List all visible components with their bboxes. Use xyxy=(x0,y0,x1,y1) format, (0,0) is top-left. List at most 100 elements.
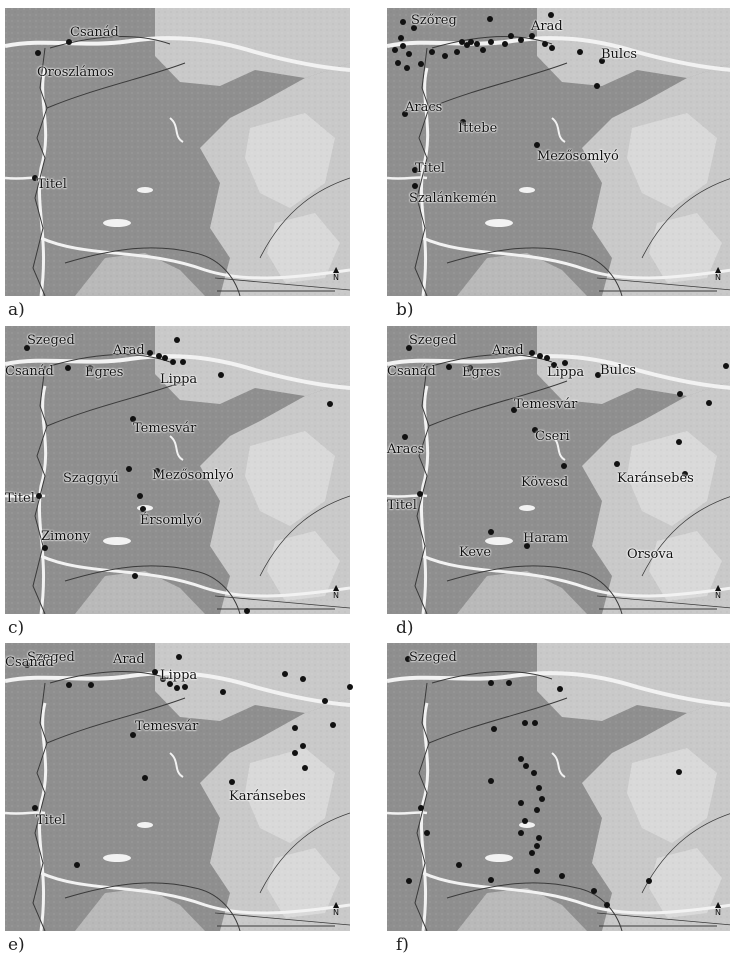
settlement-dot xyxy=(147,350,153,356)
settlement-dot xyxy=(677,391,683,397)
settlement-dot xyxy=(577,49,583,55)
settlement-dot xyxy=(404,65,410,71)
place-label: Arad xyxy=(113,652,145,667)
settlement-dot xyxy=(488,778,494,784)
settlement-dot xyxy=(137,493,143,499)
place-label: Titel xyxy=(5,491,35,506)
settlement-dot xyxy=(502,41,508,47)
place-label: Mezősomlyó xyxy=(152,468,234,483)
settlement-dot xyxy=(614,461,620,467)
settlement-dot xyxy=(534,868,540,874)
settlement-dot xyxy=(480,47,486,53)
settlement-dot xyxy=(162,355,168,361)
settlement-dot xyxy=(160,676,166,682)
map-panel-d: Szeged Arad Csanád Egres Lippa Bulcs Temesvár C… xyxy=(387,326,730,614)
map-panel-b: Szőreg Arad Bulcs Aracs Ittebe Mezősomlyó Tite… xyxy=(387,8,730,296)
settlement-dot xyxy=(594,83,600,89)
settlement-dot xyxy=(488,877,494,883)
settlement-dot xyxy=(531,770,537,776)
settlement-dot xyxy=(406,878,412,884)
settlement-dot xyxy=(167,681,173,687)
place-label: Zimony xyxy=(41,529,91,544)
settlement-dot xyxy=(400,19,406,25)
place-label: Szeged xyxy=(409,650,457,665)
north-arrow-icon: ▲ N xyxy=(715,265,722,282)
place-label: Szeged xyxy=(27,333,75,348)
settlement-dot xyxy=(559,873,565,879)
settlement-dot xyxy=(35,50,41,56)
place-label: Egres xyxy=(85,365,124,380)
settlement-dot xyxy=(491,726,497,732)
base-map xyxy=(5,8,350,296)
settlement-dot xyxy=(398,35,404,41)
panel-caption-a: a) xyxy=(8,300,25,320)
settlement-dot xyxy=(32,175,38,181)
settlement-dot xyxy=(518,830,524,836)
settlement-dot xyxy=(126,466,132,472)
settlement-dot xyxy=(591,888,597,894)
place-label: Karánsebes xyxy=(229,789,306,804)
settlement-dot xyxy=(676,439,682,445)
settlement-dot xyxy=(542,41,548,47)
place-label: Karánsebes xyxy=(617,471,694,486)
settlement-dot xyxy=(330,722,336,728)
panel-caption-f: f) xyxy=(396,935,409,955)
settlement-dot xyxy=(518,756,524,762)
settlement-dot xyxy=(464,42,470,48)
settlement-dot xyxy=(522,720,528,726)
place-label: Kövesd xyxy=(521,475,569,490)
place-label: Titel xyxy=(387,498,417,513)
place-label: Szőreg xyxy=(411,13,457,28)
panel-caption-c: c) xyxy=(8,618,25,638)
settlement-dot xyxy=(418,805,424,811)
settlement-dot xyxy=(411,25,417,31)
place-label: Oroszlámos xyxy=(37,65,114,80)
settlement-dot xyxy=(488,529,494,535)
settlement-dot xyxy=(87,365,93,371)
settlement-dot xyxy=(467,365,473,371)
settlement-dot xyxy=(142,775,148,781)
settlement-dot xyxy=(682,471,688,477)
settlement-dot xyxy=(180,359,186,365)
settlement-dot xyxy=(561,463,567,469)
settlement-dot xyxy=(88,682,94,688)
place-label: Titel xyxy=(36,813,66,828)
place-label: Temesvár xyxy=(135,719,199,734)
settlement-dot xyxy=(459,39,465,45)
settlement-dot xyxy=(534,843,540,849)
north-label: N xyxy=(715,273,721,282)
settlement-dot xyxy=(327,401,333,407)
settlement-dot xyxy=(442,53,448,59)
settlement-dot xyxy=(456,862,462,868)
map-panel-a: Csanád Oroszlámos Titel ▲ N xyxy=(5,8,350,296)
north-arrow-icon: ▲ N xyxy=(333,583,340,600)
place-label: Bulcs xyxy=(600,363,637,378)
settlement-dot xyxy=(488,680,494,686)
north-label: N xyxy=(333,591,339,600)
place-label: Bulcs xyxy=(601,47,638,62)
settlement-dot xyxy=(548,12,554,18)
settlement-dot xyxy=(523,763,529,769)
settlement-dot xyxy=(599,58,605,64)
place-label: Szaggyú xyxy=(63,471,119,486)
settlement-dot xyxy=(32,805,38,811)
settlement-dot xyxy=(488,39,494,45)
settlement-dot xyxy=(529,350,535,356)
settlement-dot xyxy=(454,49,460,55)
settlement-dot xyxy=(132,573,138,579)
north-arrow-icon: ▲ N xyxy=(715,900,722,917)
north-label: N xyxy=(333,908,339,917)
place-label: Aracs xyxy=(405,100,443,115)
place-label: Cseri xyxy=(535,429,570,444)
settlement-dot xyxy=(536,835,542,841)
place-label: Csanád xyxy=(70,25,119,40)
settlement-dot xyxy=(522,818,528,824)
settlement-dot xyxy=(418,61,424,67)
settlement-dot xyxy=(406,345,412,351)
place-label: Arad xyxy=(531,19,563,34)
settlement-dot xyxy=(529,33,535,39)
place-label: Mezősomlyó xyxy=(537,149,619,164)
settlement-dot xyxy=(66,682,72,688)
settlement-dot xyxy=(36,493,42,499)
settlement-dot xyxy=(508,33,514,39)
